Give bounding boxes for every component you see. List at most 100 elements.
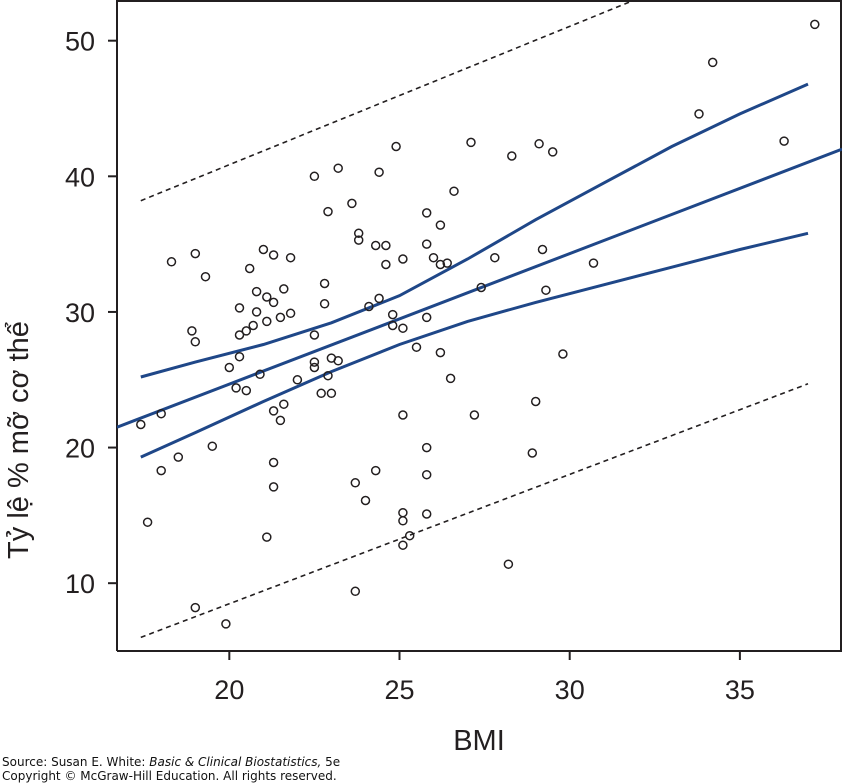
data-point [530,396,541,407]
data-point [445,373,456,384]
regression-line [117,147,842,429]
x-tick-label: 35 [725,675,755,705]
data-point [156,465,166,476]
data-point [469,410,480,420]
data-point [360,495,371,506]
prediction-band-upper [140,0,637,202]
data-point [268,297,279,308]
data-point [435,220,446,230]
data-point [285,252,296,263]
x-axis-title: BMI [453,725,505,757]
data-point [442,258,452,268]
data-point [527,448,538,458]
data-point [398,254,408,264]
data-point [221,619,231,629]
data-point [370,240,381,251]
data-point [262,532,272,542]
data-points [136,19,820,629]
data-point [319,299,330,309]
data-point [350,586,361,597]
data-point [387,309,398,320]
data-point [224,362,235,373]
axes [116,0,842,652]
data-point [370,465,381,476]
data-point [476,282,486,293]
data-point [435,347,446,358]
data-point [428,252,439,263]
y-tick-label: 30 [65,298,95,328]
data-point [558,349,568,359]
data-point [534,139,544,149]
data-point [279,399,289,409]
data-point [588,258,599,268]
data-point [398,323,408,333]
data-point [251,286,262,297]
data-point [507,151,517,161]
data-point [387,320,398,331]
data-point [707,57,718,68]
data-point [466,137,476,148]
data-point [381,259,391,270]
data-point [190,602,201,613]
data-point [547,147,558,157]
data-point [190,337,201,347]
data-point [421,509,432,519]
data-point [262,316,272,327]
data-point [275,415,286,426]
data-point [353,228,364,239]
y-tick-label: 50 [65,27,95,57]
source-prefix: Source: Susan E. White: [2,755,150,769]
data-point [187,326,197,336]
data-point [275,312,286,323]
data-point [285,308,296,319]
confidence-band-upper [140,82,809,379]
data-point [251,307,262,317]
data-point [234,330,245,340]
data-point [421,469,432,480]
data-point [173,452,184,462]
data-point [234,351,245,362]
source-edition: 5e [321,755,341,769]
data-point [244,263,255,274]
data-point [323,370,333,381]
data-point [326,388,337,399]
data-point [234,303,245,313]
data-point [421,239,432,249]
data-point [309,171,320,182]
data-point [200,271,211,282]
y-tick-label: 40 [65,162,95,192]
data-point [190,248,201,259]
data-point [309,330,320,340]
data-point [541,285,551,295]
data-point [364,301,374,312]
data-point [421,442,432,453]
x-tick-label: 20 [214,675,244,705]
data-point [142,517,153,527]
data-point [207,441,218,451]
data-point [421,208,432,218]
data-point [810,19,820,30]
data-point [316,388,326,399]
copyright-notice: Copyright © McGraw-Hill Education. All r… [2,769,337,783]
data-point [537,244,548,255]
data-point [241,326,252,336]
data-point [268,406,279,416]
data-point [262,292,272,302]
data-point [333,356,343,366]
data-point [333,163,343,173]
source-book-title: Basic & Clinical Biostatistics, [149,755,322,769]
source-citation: Source: Susan E. White: Basic & Clinical… [2,755,340,769]
data-point [398,516,408,526]
data-point [279,284,289,294]
data-point [268,250,279,260]
data-point [347,198,357,209]
data-point [503,559,514,569]
prediction-band-lower [140,383,809,639]
scatter-chart: 20 25 30 35 10 20 30 40 50 BMI Tỷ lệ % mỡ cơ thể [3,0,842,757]
data-point [241,385,252,396]
y-tick-label: 20 [65,434,95,464]
data-point [490,252,500,263]
data-point [248,320,258,331]
data-point [268,482,279,492]
data-point [255,369,265,380]
